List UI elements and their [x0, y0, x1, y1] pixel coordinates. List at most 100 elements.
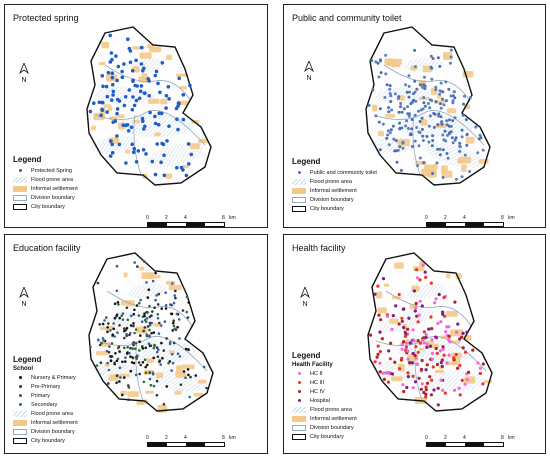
informal-settlement — [189, 143, 200, 150]
facility-point — [418, 299, 422, 303]
facility-point — [111, 333, 114, 336]
facility-point — [406, 375, 410, 379]
facility-point — [176, 352, 180, 355]
facility-point — [142, 127, 146, 131]
division-boundary — [133, 114, 142, 176]
facility-point — [146, 363, 149, 367]
north-label: N — [21, 77, 27, 84]
facility-point — [152, 372, 155, 376]
facility-point — [132, 312, 136, 316]
facility-point — [447, 325, 451, 329]
facility-point — [186, 316, 190, 319]
facility-point — [127, 384, 130, 387]
facility-point — [439, 106, 443, 110]
facility-point — [436, 123, 440, 127]
informal-settlement — [446, 273, 451, 279]
facility-point — [155, 350, 159, 354]
facility-point — [425, 345, 429, 349]
facility-point — [442, 103, 446, 107]
facility-point — [387, 106, 391, 110]
facility-point — [476, 361, 480, 365]
facility-point — [481, 148, 485, 152]
facility-point — [417, 313, 421, 317]
facility-point — [175, 312, 179, 316]
facility-point — [376, 352, 380, 356]
facility-point — [131, 342, 135, 345]
facility-point — [442, 353, 446, 357]
map-panel-public-toilet: Public and community toilet N Legend Pub… — [283, 4, 546, 228]
informal-settlement — [141, 73, 148, 81]
facility-point — [115, 111, 119, 116]
facility-point — [375, 355, 379, 359]
facility-point — [419, 83, 422, 87]
informal-settlement — [450, 340, 461, 344]
facility-point — [186, 368, 190, 371]
division-boundary — [96, 336, 208, 372]
facility-point — [399, 168, 403, 172]
facility-point — [98, 323, 101, 326]
facility-point — [434, 297, 438, 301]
facility-point — [145, 334, 149, 338]
facility-point — [134, 98, 139, 103]
informal-settlement — [108, 377, 119, 381]
facility-point — [420, 304, 424, 308]
facility-point — [453, 138, 457, 142]
facility-point — [110, 71, 115, 75]
facility-point — [450, 136, 454, 140]
facility-point — [449, 130, 453, 134]
facility-point — [136, 265, 139, 268]
facility-point — [421, 139, 425, 142]
facility-point — [168, 342, 172, 346]
informal-settlement — [394, 262, 404, 269]
facility-point — [115, 359, 119, 363]
facility-point — [413, 48, 417, 52]
facility-point — [120, 69, 124, 74]
facility-point — [159, 363, 162, 366]
flood-area-swatch — [292, 178, 306, 185]
facility-point — [452, 388, 457, 392]
facility-point — [137, 96, 142, 101]
facility-point — [462, 102, 465, 106]
informal-settlement — [193, 392, 204, 397]
facility-point — [401, 146, 405, 150]
facility-point — [414, 99, 418, 103]
informal-settlement — [98, 62, 106, 66]
facility-point — [393, 92, 397, 96]
facility-point — [421, 107, 425, 111]
facility-point — [400, 356, 404, 360]
facility-point — [161, 142, 166, 147]
north-arrow-icon: N — [300, 285, 310, 308]
legend-item: Secondary — [13, 400, 78, 409]
north-arrow-icon: N — [19, 285, 29, 308]
legend-item: Division boundary — [13, 193, 78, 202]
facility-point — [124, 360, 127, 363]
facility-point — [167, 124, 171, 128]
facility-point — [115, 374, 119, 377]
facility-point — [384, 72, 388, 76]
facility-point — [416, 320, 420, 324]
facility-point — [175, 117, 179, 121]
facility-point — [156, 316, 160, 320]
facility-point — [437, 292, 441, 297]
legend-item: City boundary — [292, 204, 377, 213]
facility-point — [418, 278, 422, 282]
legend-item: Protected Spring — [13, 166, 78, 175]
facility-point — [99, 361, 103, 364]
facility-point — [439, 378, 443, 382]
facility-point — [205, 386, 208, 390]
facility-point — [456, 322, 460, 326]
facility-point — [157, 348, 160, 351]
facility-point — [458, 144, 462, 148]
facility-point — [125, 332, 128, 336]
facility-point — [415, 314, 419, 318]
facility-point — [410, 145, 414, 148]
facility-point — [436, 147, 440, 151]
facility-point — [440, 121, 444, 125]
facility-point — [185, 295, 189, 299]
facility-point — [120, 314, 123, 317]
facility-point — [153, 343, 156, 347]
facility-point — [439, 361, 443, 365]
informal-settlement — [376, 291, 383, 299]
facility-point — [467, 370, 471, 374]
facility-point — [389, 128, 393, 132]
